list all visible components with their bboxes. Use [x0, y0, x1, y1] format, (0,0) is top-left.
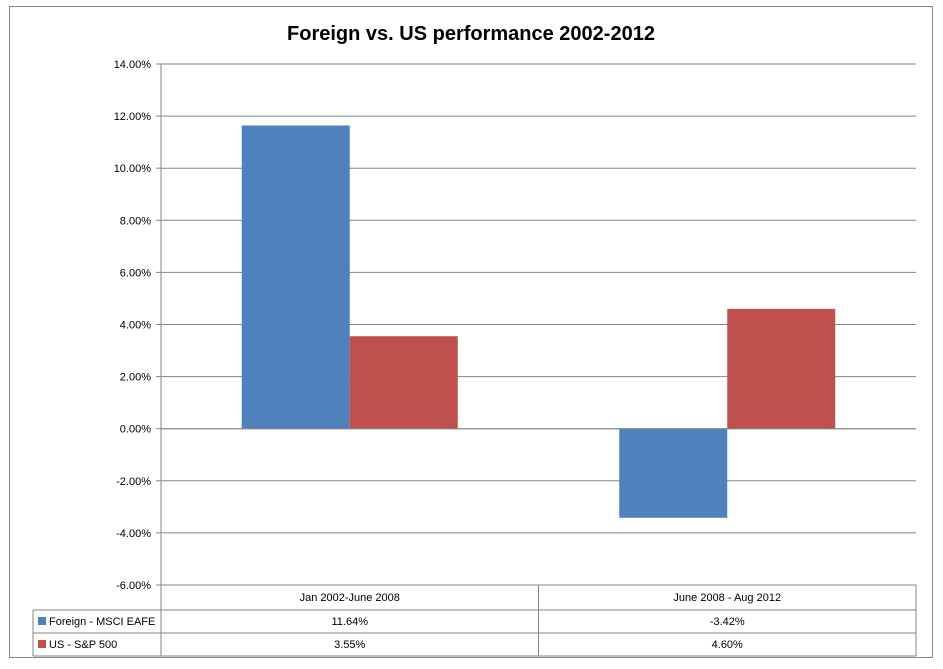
bar: [349, 336, 458, 429]
data-table: Jan 2002-June 2008 June 2008 - Aug 2012 Fo…: [32, 584, 917, 657]
bars: [241, 125, 836, 518]
y-tick-label: 2.00%: [120, 372, 151, 384]
data-value-label: 3.55%: [334, 639, 365, 651]
y-tick-label: -2.00%: [116, 476, 151, 488]
data-value-label: -3.42%: [710, 616, 745, 628]
y-tick-label: 8.00%: [120, 215, 151, 227]
bar: [241, 125, 350, 429]
data-value-label: 4.60%: [712, 639, 743, 651]
legend-swatch: [38, 617, 46, 625]
legend-label: Foreign - MSCI EAFE: [49, 616, 155, 628]
legend-swatch: [38, 640, 46, 648]
y-tick-label: 10.00%: [114, 163, 152, 175]
x-category-label: Jan 2002-June 2008: [300, 592, 400, 604]
x-category-label: June 2008 - Aug 2012: [673, 592, 781, 604]
y-tick-label: 0.00%: [120, 424, 151, 436]
bar: [619, 428, 728, 518]
legend-label: US - S&P 500: [49, 639, 117, 651]
y-tick-label: -4.00%: [116, 528, 151, 540]
y-tick-label: 4.00%: [120, 320, 151, 332]
y-tick-label: -6.00%: [116, 580, 151, 592]
y-axis-ticks: 14.00% 12.00% 10.00% 8.00% 6.00% 4.00% 2.00% 0.…: [114, 59, 161, 592]
chart-title: Foreign vs. US performance 2002-2012: [287, 23, 655, 45]
axes: [160, 64, 916, 585]
bar: [727, 308, 836, 429]
y-tick-label: 12.00%: [114, 111, 152, 123]
y-tick-label: 6.00%: [120, 267, 151, 279]
data-value-label: 11.64%: [332, 616, 369, 628]
y-tick-label: 14.00%: [114, 59, 152, 71]
